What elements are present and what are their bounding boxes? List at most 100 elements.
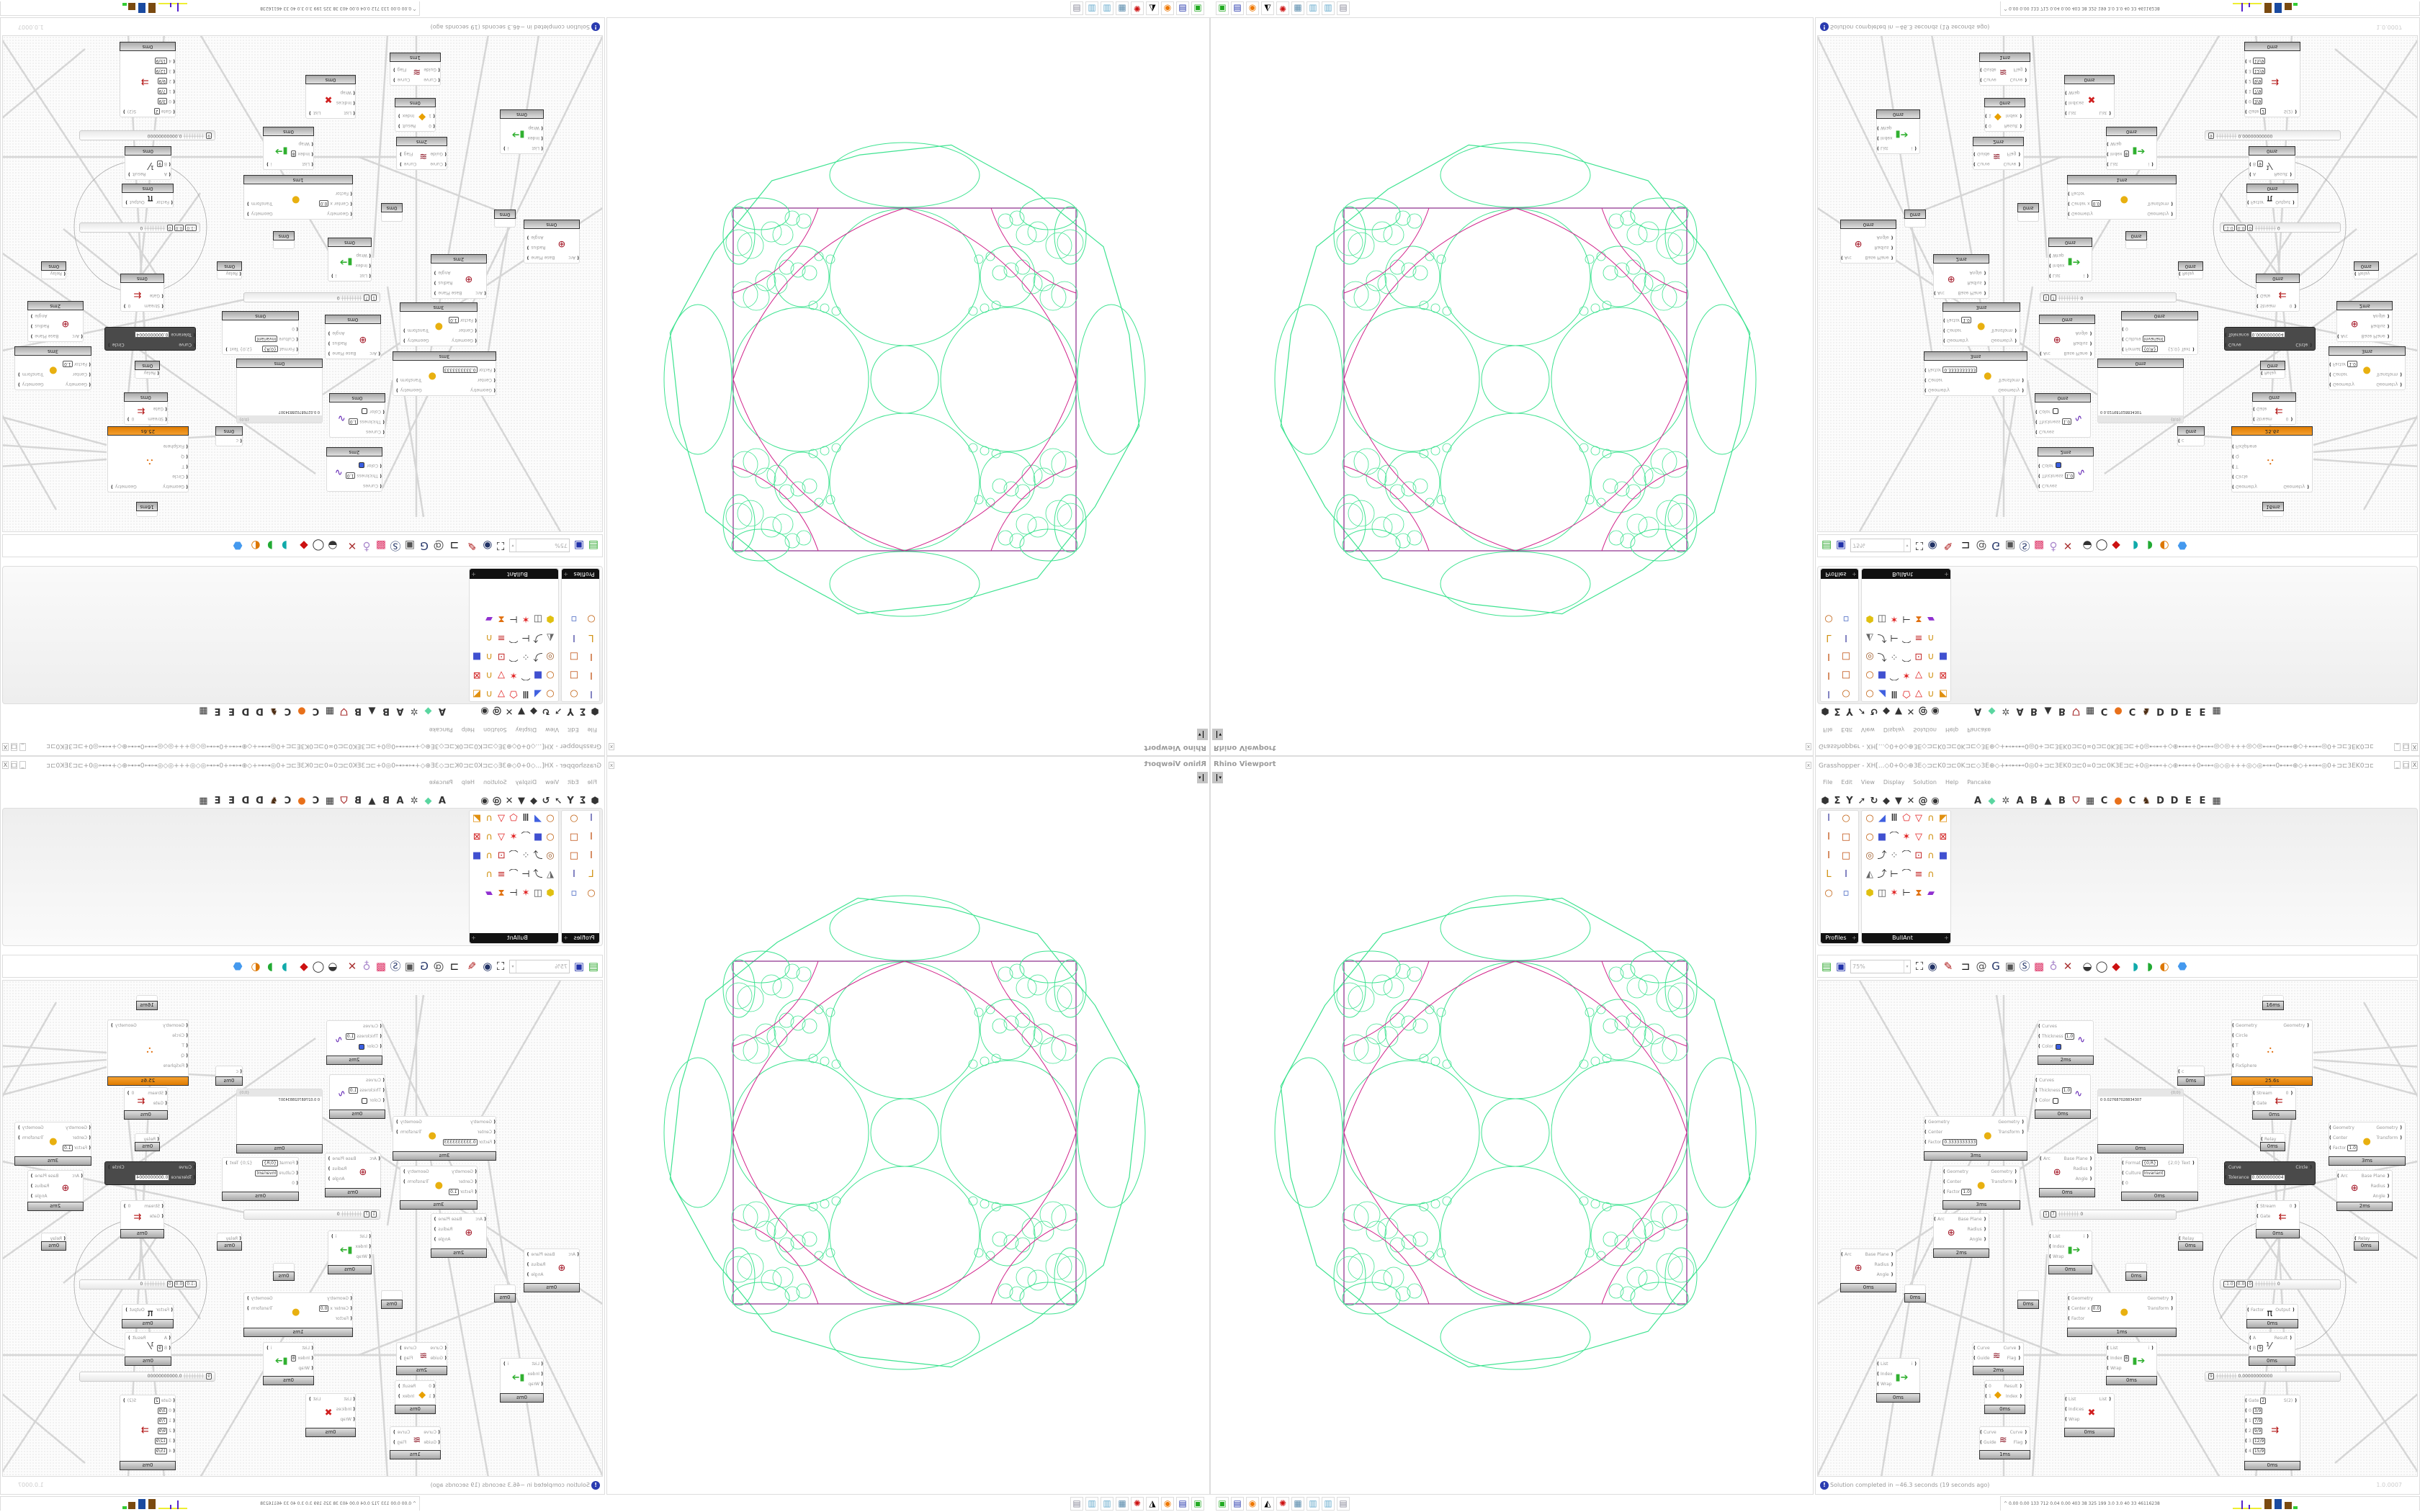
output-param[interactable]: Curve (2004, 1345, 2018, 1351)
input-curve[interactable]: Curve (430, 1345, 443, 1351)
output-param[interactable]: Base Plane (2064, 1156, 2090, 1162)
input-gate[interactable]: Gate2 (153, 108, 171, 114)
tab-circle-icon[interactable]: ● (297, 706, 306, 716)
vector-icon[interactable]: Y (567, 796, 574, 806)
output-param[interactable]: Geometry (20, 1125, 44, 1131)
bracket-icon[interactable]: ⊐ (1960, 960, 1971, 973)
component-node[interactable]: 0ms (1904, 1284, 1926, 1302)
frame-red-icon[interactable]: ⊠ (1939, 832, 1948, 842)
i-profile-icon[interactable]: I (573, 632, 575, 643)
input-value[interactable]: 3/9 (157, 98, 168, 104)
mystery-box-icon[interactable]: ▩ (375, 960, 387, 973)
input-0[interactable]: 03/9 (2249, 98, 2266, 104)
rhino-viewport[interactable]: Rhino Viewport x ▾ (1210, 756, 1814, 1495)
output-param[interactable]: Circle (2295, 1164, 2310, 1171)
component-node[interactable]: GeometryCenterFactor1.0●GeometryTransfor… (14, 1122, 91, 1166)
input-geometry[interactable]: Geometry (63, 1125, 87, 1131)
box-profile-icon[interactable]: □ (1841, 850, 1851, 861)
output-param[interactable]: {2;0} Text (228, 346, 252, 352)
input-wrap[interactable]: Wrap (2049, 1254, 2065, 1260)
taskbar-notepad-icon[interactable]: ▥ (1322, 1497, 1335, 1511)
input-center-x[interactable]: Center x0.0 (318, 200, 349, 207)
input-geometry[interactable]: Geometry (2333, 381, 2357, 387)
input-curves[interactable]: Curves (349, 428, 381, 435)
tab-d-icon[interactable]: D (2170, 796, 2179, 806)
menu-solution[interactable]: Solution (483, 726, 507, 733)
input-guide[interactable]: Guide (1977, 150, 1990, 157)
output-param[interactable]: Transform (249, 200, 273, 207)
output-param[interactable]: {2;0} Text (2168, 1160, 2192, 1166)
input-value[interactable]: {0;R} (262, 1160, 278, 1166)
input-center[interactable]: Center (1943, 1179, 1971, 1185)
component-node[interactable]: AB9⅟Result0ms (125, 1332, 171, 1366)
lock-beam-icon[interactable]: ∩ (485, 850, 493, 861)
surface-points-icon[interactable]: ◩ (1938, 688, 1948, 699)
input-0[interactable]: 0 (1989, 122, 1991, 129)
frame-equal-icon[interactable]: ≡ (1914, 869, 1923, 880)
input-guide[interactable]: Guide (424, 66, 436, 73)
zoom-dropdown[interactable]: 75% ▾ (1850, 539, 1911, 552)
tab-e-icon[interactable]: E (228, 796, 235, 806)
input-factor[interactable]: Factor0.3333333333 (1928, 366, 1978, 373)
input-geometry[interactable]: Geometry (2329, 1125, 2357, 1131)
input-gate[interactable]: Gate (144, 292, 160, 299)
scatter-icon[interactable]: ⁘ (1890, 850, 1899, 861)
output-param[interactable]: Flag (2014, 66, 2025, 73)
tab-mountain-icon[interactable]: ▲ (2044, 796, 2052, 806)
triangle-red-icon[interactable]: ▽ (498, 670, 505, 680)
tab-mountain-icon[interactable]: ▲ (368, 706, 376, 716)
output-param[interactable]: {2;0} Text (2168, 346, 2192, 352)
taskbar-calculator-icon[interactable]: ▦ (1291, 1, 1304, 15)
input-guide[interactable]: Guide (424, 1439, 436, 1446)
tab-a-icon[interactable]: A (2016, 796, 2024, 806)
frame-equal-icon[interactable]: ≡ (1914, 632, 1923, 643)
input-c[interactable]: c (2177, 1068, 2184, 1075)
taskbar-notepad-icon[interactable]: ▥ (1307, 1, 1319, 15)
input-arc[interactable]: Arc (1937, 289, 1945, 296)
bake-teal-icon[interactable]: ◗ (2133, 539, 2138, 552)
input-wrap[interactable]: Wrap (336, 89, 351, 96)
output-param[interactable]: 0 (2286, 1090, 2291, 1097)
input-factor[interactable]: Factor (2247, 1307, 2264, 1313)
cube-blue-icon[interactable]: ■ (1938, 651, 1948, 662)
output-param[interactable]: Radius (1875, 1261, 1891, 1268)
plane-cut-icon[interactable]: ◢ (1878, 688, 1886, 699)
hexagon-yellow-icon[interactable]: ⬢ (1865, 888, 1874, 899)
bend-red-icon[interactable]: ⧗ (498, 888, 505, 899)
input-guide[interactable]: Guide (1984, 66, 1996, 73)
input-list[interactable]: List (2065, 1396, 2084, 1403)
input-wrap[interactable]: Wrap (527, 125, 539, 131)
output-param[interactable]: Geometry (2147, 1295, 2171, 1302)
search-s-icon[interactable]: Ⓢ (390, 539, 401, 552)
sketch-pen-icon[interactable]: ✎ (1943, 960, 1953, 973)
tab-leaf-icon[interactable]: ◆ (1988, 796, 1996, 806)
menu-pancake[interactable]: Pancake (1967, 779, 1991, 786)
expand-icon[interactable]: + (1852, 935, 1857, 941)
output-param[interactable]: Radius (33, 1183, 49, 1189)
component-node[interactable]: 16ms (136, 995, 158, 1010)
ring-icon[interactable]: ○ (546, 688, 555, 699)
input-arc[interactable]: Arc (369, 1156, 377, 1162)
input-list[interactable]: List (2069, 109, 2084, 116)
input-list[interactable]: List (1881, 145, 1893, 151)
component-node[interactable]: GeometryCenterFactor0.3333333333●Geometr… (1924, 1116, 2027, 1161)
component-node[interactable]: AB9⅟Result0ms (125, 146, 171, 180)
output-param[interactable]: Transform (405, 327, 429, 333)
small-squares-icon[interactable]: ▫ (570, 613, 578, 624)
input-fixsphere[interactable]: FixSphere (163, 1063, 184, 1069)
output-param[interactable]: i (2084, 272, 2087, 279)
polygon-red-icon[interactable]: ⬠ (509, 813, 518, 824)
taskbar-inkscape-icon[interactable]: ◭ (1261, 1, 1274, 15)
component-node[interactable]: ListIndex8Wrap▮➔i0ms (2106, 127, 2157, 170)
input-factor[interactable]: Factor1.0 (63, 361, 87, 367)
input-0[interactable]: 03/9 (2245, 1408, 2266, 1414)
component-node[interactable]: GeometryCenterFactor1.0●GeometryTransfor… (1942, 302, 2020, 346)
chain-bracket-icon[interactable]: ⊢ (521, 632, 530, 643)
triangle-red-icon[interactable]: ▽ (1915, 688, 1922, 699)
slider-value[interactable]: 7 (364, 1211, 370, 1218)
component-node[interactable]: AB9⅟Result0ms (2249, 146, 2295, 180)
input-index[interactable]: Index8 (2107, 1355, 2130, 1362)
